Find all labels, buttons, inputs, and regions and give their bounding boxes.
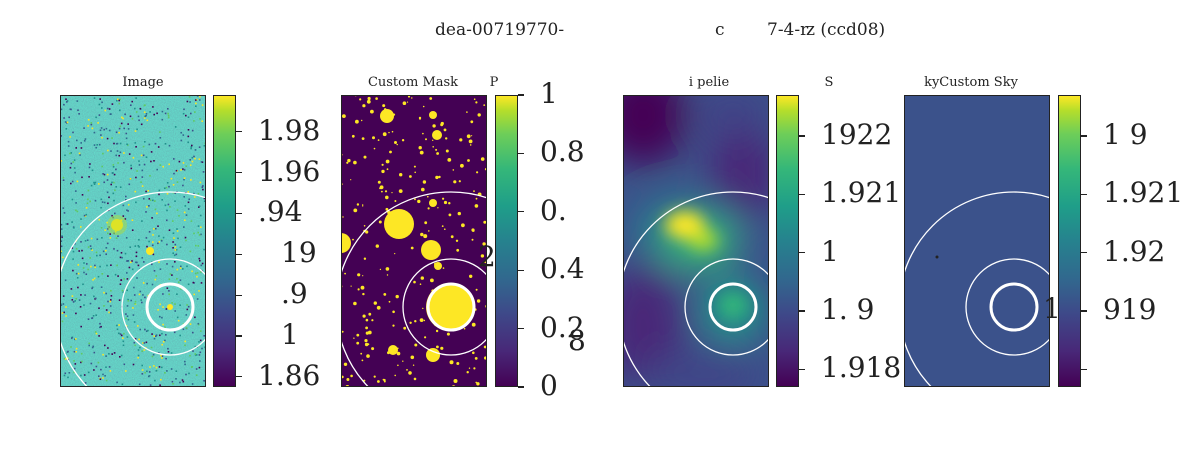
colorbar-tick xyxy=(236,376,242,378)
colorbar-tick xyxy=(1081,193,1087,195)
colorbar-tick-label: 0.4 xyxy=(540,252,585,286)
colorbar-tick xyxy=(518,211,524,213)
colorbar-tick-label: .9 xyxy=(281,277,308,311)
colorbar-tick-label: 1.92 xyxy=(1103,234,1166,268)
colorbar-tick-label: 1.96 xyxy=(258,154,321,188)
colorbar-tick xyxy=(236,253,242,255)
colorbar-tick xyxy=(1081,135,1087,137)
colorbar-tick-label: .94 xyxy=(258,195,303,229)
colorbar-tick xyxy=(236,294,242,296)
colorbar-tick xyxy=(236,212,242,215)
colorbar-tick xyxy=(1081,368,1087,371)
colorbar-tick xyxy=(518,94,524,96)
colorbar-tick-label: 1.921 xyxy=(821,176,902,210)
colorbar-tick-label: 1.918 xyxy=(821,351,902,385)
colorbar-tick-label: 0.8 xyxy=(540,135,585,169)
colorbar-tick-label: 1922 xyxy=(821,117,893,151)
figure-title-part-4: z (ccd08) xyxy=(806,20,886,40)
colorbar-tick-label: 919 xyxy=(1103,293,1157,327)
colorbar-tick-label: 0 xyxy=(540,369,558,402)
figure-title-part-1: dea-00719770- xyxy=(435,20,565,40)
colorbar-tick xyxy=(799,193,805,195)
colorbar-tick xyxy=(799,135,805,137)
image-colorbar xyxy=(213,95,236,387)
colorbar-tick-label: 1.98 xyxy=(258,113,321,147)
colorbar-tick-label: 1 9 xyxy=(1103,117,1148,151)
colorbar-tick-label: 1 xyxy=(281,317,299,351)
colorbar-tick-label: 1.86 xyxy=(258,358,321,392)
colorbar-tick-label: 1 xyxy=(540,77,558,110)
colorbar-tick xyxy=(236,335,242,337)
custom-sky-heatmap xyxy=(904,95,1050,387)
spline-sky-colorbar xyxy=(776,95,799,387)
mask-colorbar xyxy=(495,95,518,387)
colorbar-tick xyxy=(236,171,242,174)
spline-sky-heatmap xyxy=(623,95,769,387)
custom-sky-stray-label: 1 xyxy=(1043,292,1061,325)
panel-3-title: i pelie xyxy=(688,75,730,90)
colorbar-tick-label: 19 xyxy=(281,236,317,270)
panel-2-title: Custom Mask xyxy=(367,75,459,90)
colorbar-tick xyxy=(799,310,805,312)
mask-panel xyxy=(341,95,487,387)
panel-1-title: Image xyxy=(122,75,164,90)
colorbar-tick xyxy=(799,368,805,371)
colorbar-tick xyxy=(236,131,242,133)
mask-heatmap xyxy=(341,95,487,387)
mask-stray-label-1: 2 xyxy=(478,240,496,273)
image-heatmap xyxy=(60,95,206,387)
custom-sky-panel xyxy=(904,95,1050,387)
panel-2-title-extra: P xyxy=(489,75,499,90)
colorbar-tick-label: 1 xyxy=(821,234,839,268)
colorbar-tick xyxy=(1081,252,1087,254)
colorbar-tick xyxy=(1081,310,1087,312)
custom-sky-colorbar xyxy=(1058,95,1081,387)
image-panel xyxy=(60,95,206,387)
figure-title-part-2: c xyxy=(715,20,725,40)
panel-4-title: kyCustom Sky xyxy=(924,75,1018,90)
colorbar-tick xyxy=(518,269,524,271)
panel-3-title-extra: S xyxy=(824,75,834,90)
colorbar-tick xyxy=(518,328,524,330)
colorbar-tick xyxy=(799,252,805,254)
colorbar-tick-label: 1.921 xyxy=(1103,176,1184,210)
bright-star xyxy=(111,219,123,231)
colorbar-tick-label: 0.2 xyxy=(540,310,585,344)
colorbar-tick-label: 1. 9 xyxy=(821,293,875,327)
colorbar-tick xyxy=(518,386,524,388)
colorbar-tick-label: 0. xyxy=(540,193,567,227)
spline-sky-panel xyxy=(623,95,769,387)
mask-stray-label-2: 8 xyxy=(568,324,586,357)
figure-title-part-3: 7-4-r xyxy=(767,20,809,40)
colorbar-tick xyxy=(518,152,524,155)
